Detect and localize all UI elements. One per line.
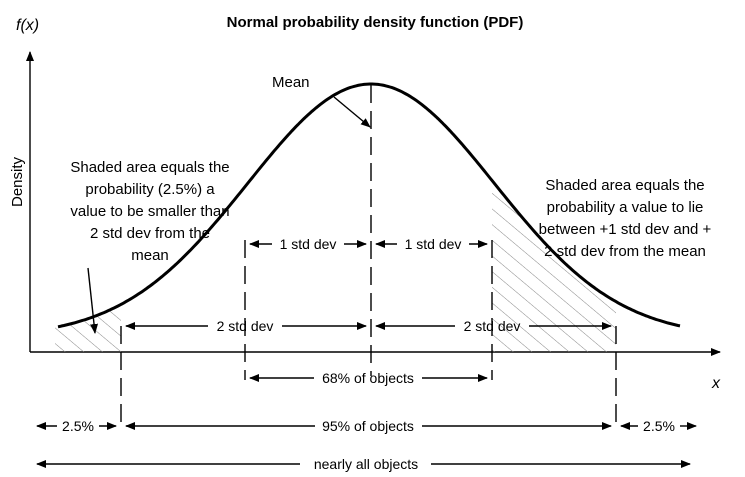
mean-label: Mean [272, 74, 310, 91]
span-all-label: nearly all objects [314, 456, 418, 472]
svg-text:Shaded area equals the: Shaded area equals the [545, 177, 704, 194]
diagram-title: Normal probability density function (PDF… [227, 14, 524, 31]
svg-text:value to be smaller than: value to be smaller than [70, 203, 229, 220]
svg-text:2 std dev from the: 2 std dev from the [90, 225, 210, 242]
tail-right-label: 2.5% [643, 418, 675, 434]
left-note-pointer-arrow [87, 267, 99, 334]
span-1sd-left-label: 1 std dev [280, 236, 337, 252]
span-1sd-right-label: 1 std dev [405, 236, 462, 252]
left-tail-shaded-area [55, 304, 121, 352]
svg-text:2 std dev from the mean: 2 std dev from the mean [544, 243, 706, 260]
span-95-label: 95% of objects [322, 418, 414, 434]
y-axis-label: Density [9, 156, 26, 207]
y-axis-var: f(x) [16, 17, 39, 34]
right-band-shaded-area [492, 180, 616, 352]
svg-text:Shaded area equals the: Shaded area equals the [70, 159, 229, 176]
mean-pointer-arrow [333, 96, 371, 128]
span-68-label: 68% of objects [322, 370, 414, 386]
span-2sd-right-label: 2 std dev [464, 318, 521, 334]
bell-curve [57, 82, 681, 329]
left-note: Shaded area equals the probability (2.5%… [70, 159, 229, 264]
svg-text:between +1 std dev and +: between +1 std dev and + [539, 221, 712, 238]
svg-text:mean: mean [131, 247, 169, 264]
x-axis-var: x [711, 375, 721, 392]
right-note: Shaded area equals the probability a val… [539, 177, 712, 260]
span-2sd-left-label: 2 std dev [217, 318, 274, 334]
tail-left-label: 2.5% [62, 418, 94, 434]
svg-text:probability (2.5%) a: probability (2.5%) a [85, 181, 215, 198]
svg-text:probability a value to lie: probability a value to lie [547, 199, 704, 216]
